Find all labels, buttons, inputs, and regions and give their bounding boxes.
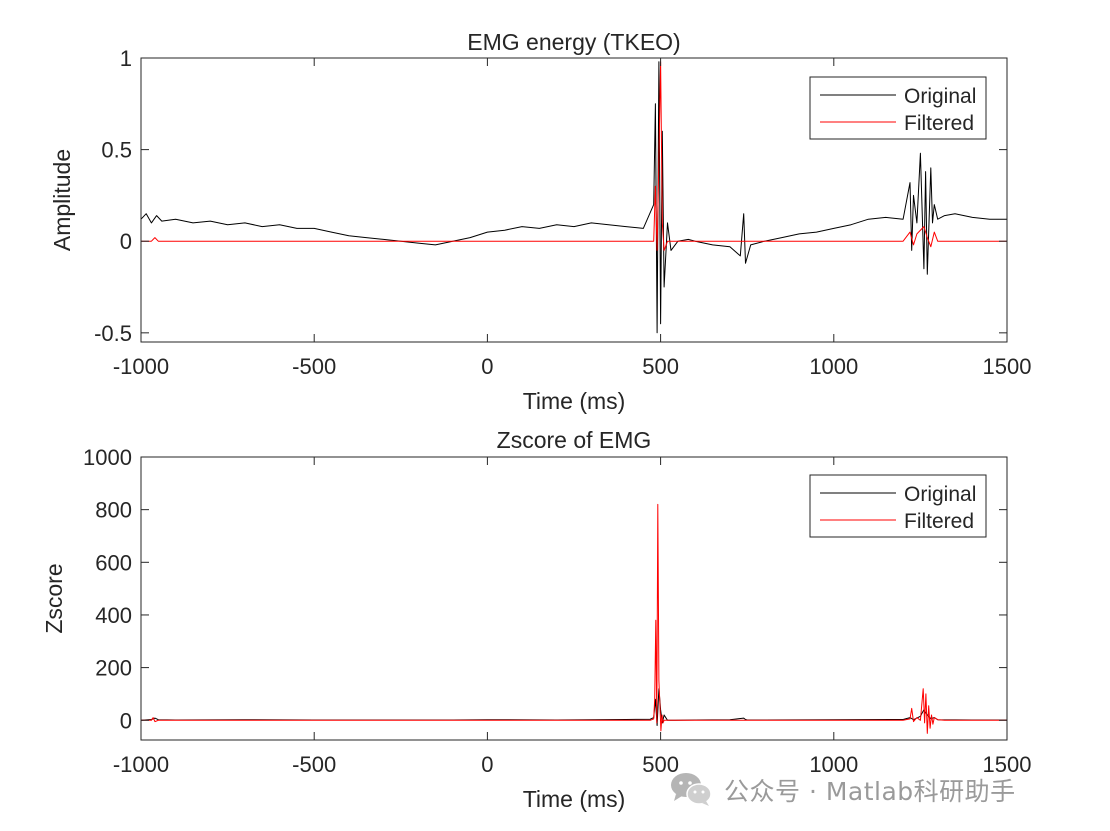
y-tick-label: 600 <box>95 550 132 575</box>
chart-zscore: -1000 -500 0 500 1000 1500 0 200 400 600 800 1000 Zs… <box>41 427 1031 812</box>
x-tick-label: -1000 <box>113 354 169 379</box>
legend-label-filtered: Filtered <box>904 112 974 135</box>
x-tick-label: 1500 <box>983 752 1032 777</box>
axes-box <box>140 57 1008 343</box>
y-tick-label: 0 <box>120 229 132 254</box>
legend-label-original: Original <box>904 85 976 108</box>
y-axis-label: Amplitude <box>49 149 75 251</box>
x-tick-label: 0 <box>481 354 493 379</box>
chart-emg-energy: -1000 -500 0 500 1000 1500 -0.5 0 0.5 1 EMG energy… <box>49 29 1031 414</box>
x-axis-label: Time (ms) <box>523 388 626 414</box>
x-tick-label: 500 <box>642 752 679 777</box>
wechat-icon <box>671 773 712 806</box>
y-tick-label: 0 <box>120 708 132 733</box>
chart-title: EMG energy (TKEO) <box>467 29 680 55</box>
x-tick-label: -500 <box>292 354 336 379</box>
x-tick-label: 1000 <box>809 354 858 379</box>
y-tick-label: 1000 <box>83 445 132 470</box>
legend-box <box>809 474 987 538</box>
legend-label-filtered: Filtered <box>904 510 974 533</box>
x-tick-label: 1500 <box>983 354 1032 379</box>
watermark: 公众号 · Matlab科研助手 <box>668 768 1088 812</box>
watermark-text: 公众号 · Matlab科研助手 <box>724 777 1016 806</box>
legend-box <box>809 76 987 140</box>
chart-title: Zscore of EMG <box>497 427 652 453</box>
x-axis-label: Time (ms) <box>523 786 626 812</box>
y-tick-label: 1 <box>120 46 132 71</box>
y-tick-label: 200 <box>95 656 132 681</box>
y-tick-label: -0.5 <box>94 321 132 346</box>
x-tick-label: 0 <box>481 752 493 777</box>
x-tick-label: -1000 <box>113 752 169 777</box>
y-tick-label: 400 <box>95 603 132 628</box>
axes-box <box>140 456 1008 741</box>
y-tick-label: 800 <box>95 498 132 523</box>
legend-label-original: Original <box>904 483 976 506</box>
y-tick-label: 0.5 <box>101 138 132 163</box>
x-tick-label: -500 <box>292 752 336 777</box>
x-tick-label: 500 <box>642 354 679 379</box>
series-line-filtered <box>141 503 1007 734</box>
series-line-original <box>141 61 1007 334</box>
y-axis-label: Zscore <box>41 563 67 633</box>
x-tick-label: 1000 <box>809 752 858 777</box>
series-group <box>141 503 1007 734</box>
